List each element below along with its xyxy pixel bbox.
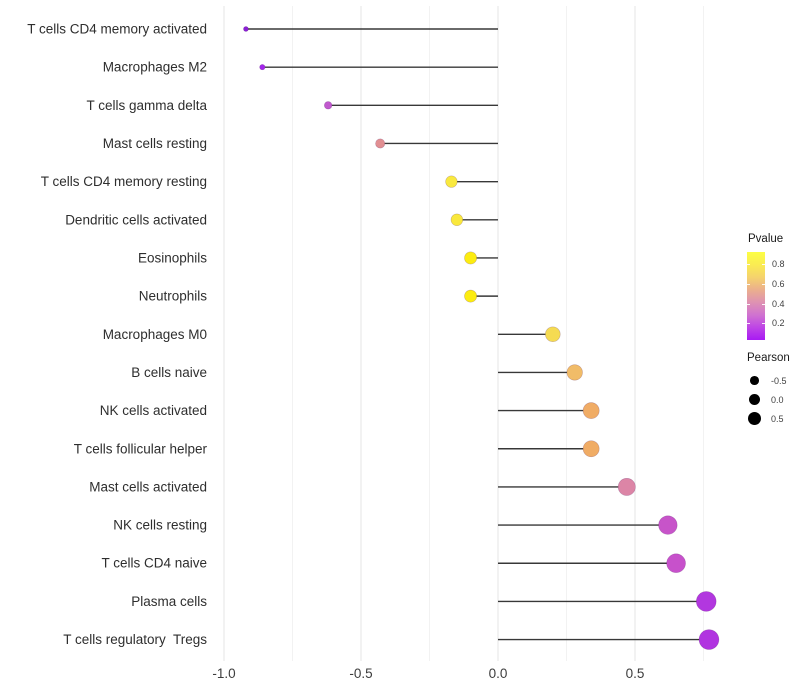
x-tick-label: 0.0 — [489, 666, 508, 681]
category-label: Macrophages M0 — [103, 327, 207, 342]
legend-pearson-title: Pearson — [747, 352, 790, 364]
legend-pvalue: Pvalue 0.8 0.6 0.4 0.2 — [747, 233, 785, 340]
pearson-size-label: -0.5 — [771, 375, 787, 386]
category-label: T cells follicular helper — [74, 441, 208, 456]
pvalue-tick-mark — [762, 323, 765, 324]
x-tick-label: -0.5 — [349, 666, 372, 681]
lollipop-dot — [545, 326, 561, 343]
category-label: Neutrophils — [139, 289, 208, 304]
category-label: Eosinophils — [138, 250, 207, 265]
pvalue-gradient-bar — [747, 252, 765, 340]
pearson-size-label: 0.5 — [771, 413, 784, 424]
lollipop-dot — [658, 515, 678, 535]
legend-pvalue-title: Pvalue — [748, 233, 784, 245]
lollipop-dot — [698, 629, 720, 650]
lollipop-dot — [464, 251, 478, 265]
lollipop-dot — [259, 64, 266, 71]
pearson-size-label: 0.0 — [771, 394, 784, 405]
lollipop-dot — [566, 364, 583, 381]
category-label: NK cells activated — [100, 403, 207, 418]
category-label: Mast cells resting — [103, 136, 207, 151]
pvalue-tick-mark — [747, 304, 750, 305]
category-label: T cells CD4 memory activated — [27, 22, 207, 37]
category-label: Dendritic cells activated — [65, 212, 207, 227]
pvalue-tick-label: 0.8 — [772, 259, 785, 269]
category-label: B cells naive — [131, 365, 207, 380]
lollipop-dot — [375, 138, 386, 149]
pearson-size-dot — [750, 376, 759, 385]
category-label: T cells CD4 memory resting — [41, 174, 207, 189]
pvalue-tick-label: 0.2 — [772, 318, 785, 328]
lollipop-dot — [445, 175, 458, 188]
pearson-legend-item: 0.0 — [746, 390, 790, 409]
pvalue-tick-mark — [747, 323, 750, 324]
lollipop-dot — [582, 402, 600, 419]
lollipop-dot — [582, 440, 600, 458]
pearson-size-dot — [748, 393, 761, 406]
category-label: NK cells resting — [113, 518, 207, 533]
pearson-legend-item: 0.5 — [746, 409, 790, 428]
lollipop-dot — [696, 591, 717, 612]
x-tick-label: -1.0 — [212, 666, 235, 681]
pearson-legend-item: -0.5 — [746, 371, 790, 390]
pvalue-tick-mark — [747, 284, 750, 285]
lollipop-dot — [666, 553, 686, 573]
category-label: Plasma cells — [131, 594, 207, 609]
lollipop-dot — [324, 101, 333, 110]
category-label: T cells regulatory Tregs — [63, 632, 207, 647]
pvalue-tick-mark — [747, 264, 750, 265]
lollipop-dot — [450, 213, 464, 226]
category-label: T cells CD4 naive — [101, 556, 207, 571]
x-tick-label: 0.5 — [626, 666, 645, 681]
pearson-size-dot — [747, 411, 762, 426]
pvalue-tick-label: 0.4 — [772, 299, 785, 309]
lollipop-dot — [617, 477, 636, 496]
lollipop-dot — [464, 289, 478, 303]
lollipop-dot — [243, 26, 249, 32]
pvalue-tick-mark — [762, 304, 765, 305]
pvalue-tick-label: 0.6 — [772, 279, 785, 289]
legend-pearson: Pearson -0.5 0.0 0.5 — [746, 352, 790, 428]
category-label: T cells gamma delta — [86, 98, 207, 113]
pvalue-tick-mark — [762, 264, 765, 265]
category-label: Mast cells activated — [89, 479, 207, 494]
category-label: Macrophages M2 — [103, 60, 207, 75]
pvalue-tick-mark — [762, 284, 765, 285]
pvalue-gradient-wrap: 0.8 0.6 0.4 0.2 — [747, 252, 785, 340]
